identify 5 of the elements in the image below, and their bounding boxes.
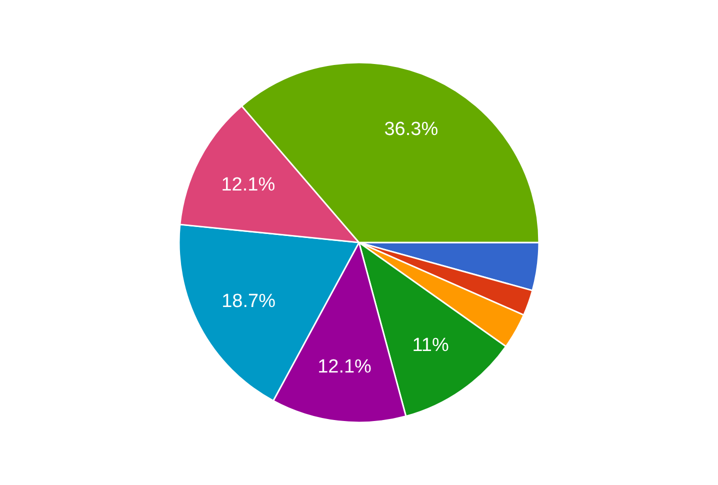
data-label: 18.7% — [222, 290, 276, 312]
data-label: 11% — [412, 334, 449, 356]
data-label: 12.1% — [318, 356, 372, 378]
data-label: 12.1% — [221, 174, 276, 196]
data-label: 36.3% — [384, 118, 438, 140]
